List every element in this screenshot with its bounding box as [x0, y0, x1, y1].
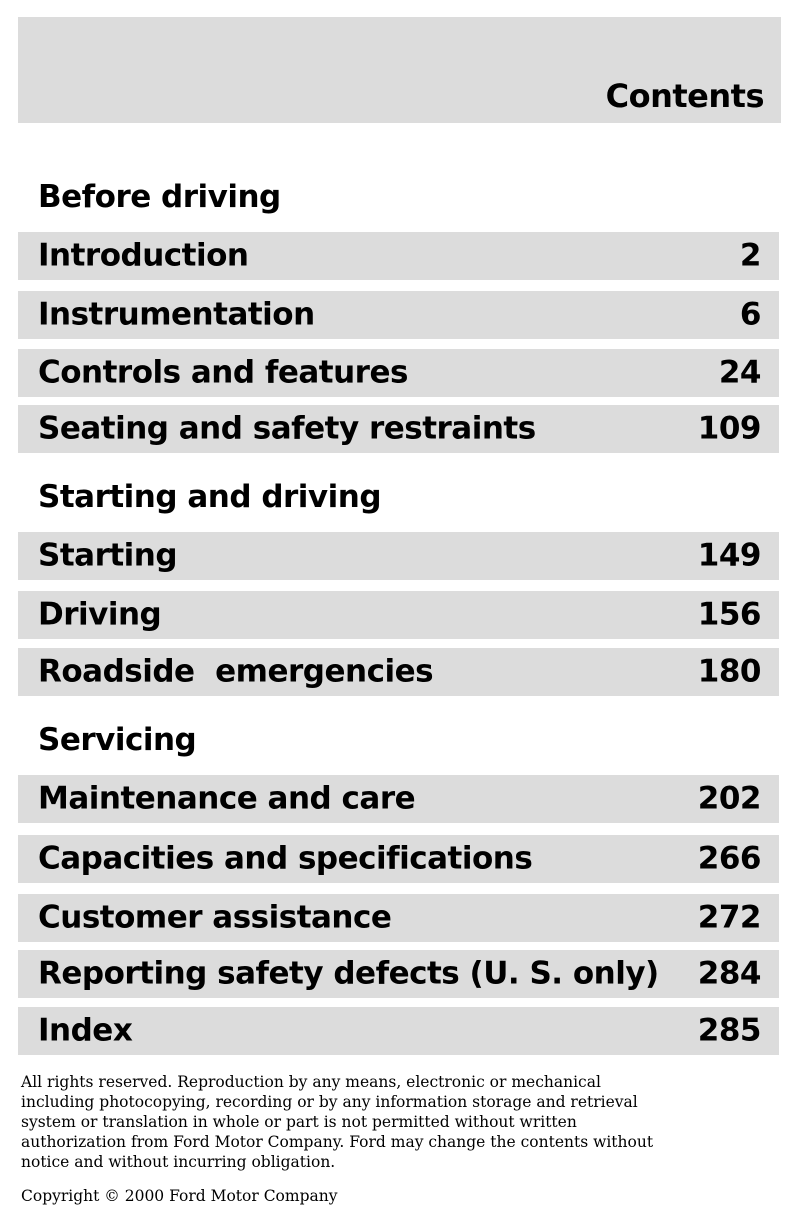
- copyright-notice: Copyright © 2000 Ford Motor Company: [21, 1187, 338, 1205]
- toc-row-starting[interactable]: Starting 149: [18, 532, 779, 580]
- toc-page-number: 285: [697, 1012, 762, 1049]
- toc-row-seating-and-safety-restraints[interactable]: Seating and safety restraints 109: [18, 405, 779, 453]
- toc-page-number: 149: [697, 537, 762, 574]
- toc-label: Controls and features: [38, 354, 408, 391]
- contents-header: Contents: [18, 17, 781, 123]
- toc-page-number: 6: [739, 296, 762, 333]
- toc-row-controls-and-features[interactable]: Controls and features 24: [18, 349, 779, 397]
- toc-row-customer-assistance[interactable]: Customer assistance 272: [18, 894, 779, 942]
- toc-row-index[interactable]: Index 285: [18, 1007, 779, 1055]
- toc-row-capacities-and-specifications[interactable]: Capacities and specifications 266: [18, 835, 779, 883]
- toc-page-number: 202: [697, 780, 762, 817]
- toc-label: Introduction: [38, 237, 249, 274]
- toc-label: Seating and safety restraints: [38, 410, 536, 447]
- toc-page-number: 109: [697, 410, 762, 447]
- toc-label: Maintenance and care: [38, 780, 416, 817]
- toc-label: Index: [38, 1012, 133, 1049]
- toc-page-number: 266: [697, 840, 762, 877]
- toc-row-reporting-safety-defects[interactable]: Reporting safety defects (U. S. only) 28…: [18, 950, 779, 998]
- toc-page-number: 272: [697, 899, 762, 936]
- page-title: Contents: [605, 77, 765, 115]
- toc-label: Customer assistance: [38, 899, 392, 936]
- toc-label: Starting: [38, 537, 178, 574]
- toc-page-number: 284: [697, 955, 762, 992]
- toc-label: Driving: [38, 596, 162, 633]
- toc-label: Instrumentation: [38, 296, 315, 333]
- section-heading-before-driving: Before driving: [38, 179, 281, 215]
- toc-page-number: 180: [697, 653, 762, 690]
- toc-row-maintenance-and-care[interactable]: Maintenance and care 202: [18, 775, 779, 823]
- legal-notice: All rights reserved. Reproduction by any…: [21, 1073, 654, 1171]
- toc-row-roadside-emergencies[interactable]: Roadside emergencies 180: [18, 648, 779, 696]
- section-heading-servicing: Servicing: [38, 722, 197, 758]
- toc-page-number: 2: [739, 237, 762, 274]
- toc-label: Roadside emergencies: [38, 653, 434, 690]
- toc-row-driving[interactable]: Driving 156: [18, 591, 779, 639]
- section-heading-starting-and-driving: Starting and driving: [38, 479, 382, 515]
- toc-label: Capacities and specifications: [38, 840, 533, 877]
- toc-page-number: 156: [697, 596, 762, 633]
- toc-row-introduction[interactable]: Introduction 2: [18, 232, 779, 280]
- toc-page-number: 24: [718, 354, 762, 391]
- toc-row-instrumentation[interactable]: Instrumentation 6: [18, 291, 779, 339]
- toc-label: Reporting safety defects (U. S. only): [38, 955, 659, 992]
